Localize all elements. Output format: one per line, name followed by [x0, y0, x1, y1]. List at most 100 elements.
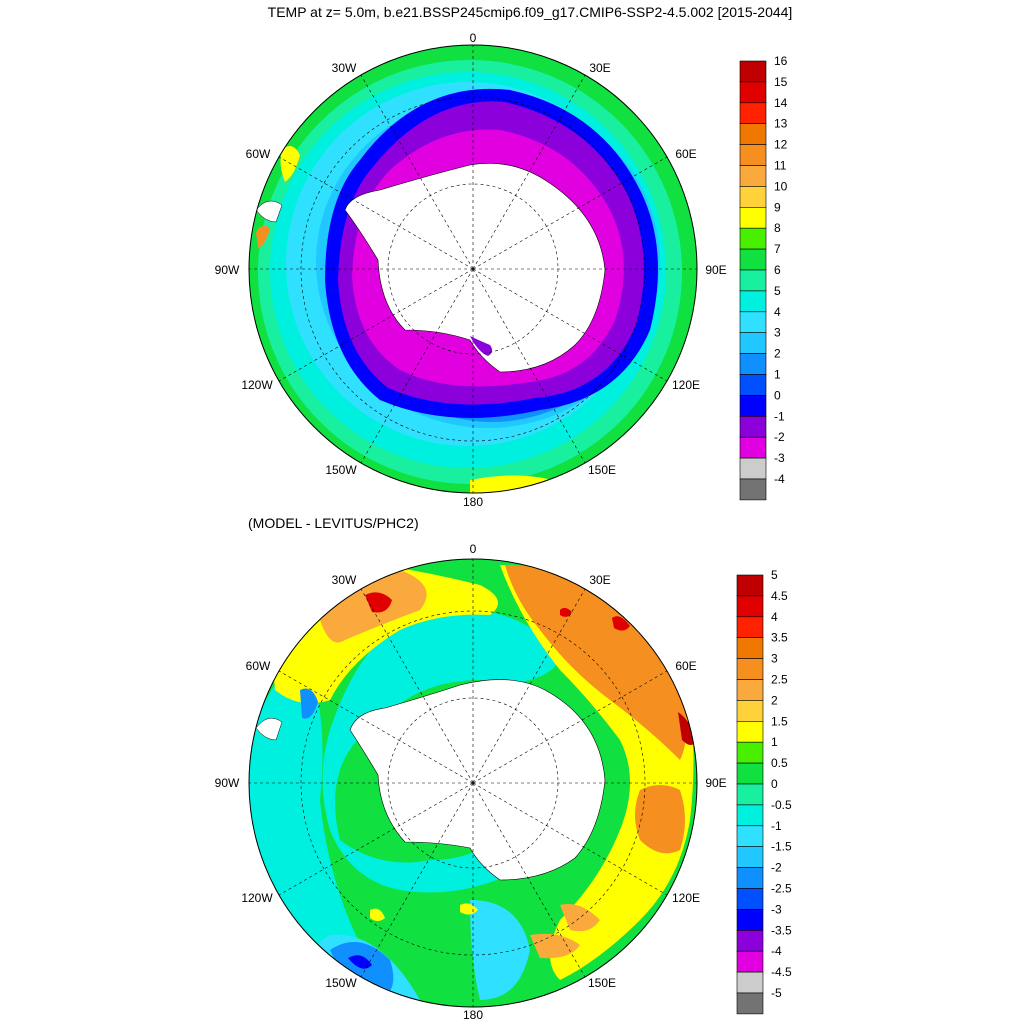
colorbar-tick-label: 4.5	[771, 589, 788, 603]
colorbar-tick-label: -5	[771, 986, 782, 1000]
colorbar-swatch	[736, 929, 764, 952]
colorbar-tick-label: 10	[774, 179, 788, 193]
colorbar-swatch	[739, 165, 767, 187]
bottom-lon-label: 60W	[246, 659, 271, 673]
colorbar-tick-label: 4	[774, 305, 781, 319]
bottom-polar-map: 0 30E 60E 90E 120E 150E 180 150W 120W 90…	[215, 542, 727, 1022]
colorbar-tick-label: -1.5	[771, 840, 792, 854]
top-lon-label: 120E	[672, 378, 700, 392]
colorbar-swatch	[736, 720, 764, 743]
bottom-lon-label: 150W	[325, 976, 357, 990]
colorbar-swatch	[739, 332, 767, 354]
colorbar-swatch	[739, 457, 767, 480]
colorbar-tick-label: -1	[771, 819, 782, 833]
colorbar-tick-label: 3	[771, 652, 778, 666]
colorbar-swatch	[739, 374, 767, 396]
colorbar-swatch	[736, 971, 764, 994]
top-lon-label: 30W	[332, 61, 357, 75]
top-lon-label: 60W	[246, 147, 271, 161]
colorbar-tick-label: 8	[774, 221, 781, 235]
colorbar-tick-label: 5	[774, 284, 781, 298]
top-lon-label: 60E	[675, 147, 696, 161]
difference-subtitle: (MODEL - LEVITUS/PHC2)	[248, 515, 419, 531]
bottom-lon-label: 180	[463, 1008, 483, 1022]
colorbar-tick-label: 12	[774, 138, 788, 152]
colorbar-swatch	[739, 311, 767, 333]
colorbar-tick-label: 2	[774, 347, 781, 361]
colorbar-tick-label: 2	[771, 693, 778, 707]
colorbar-tick-label: -2	[771, 861, 782, 875]
colorbar-tick-label: 1.5	[771, 714, 788, 728]
colorbar-swatch	[739, 144, 767, 166]
colorbar-tick-label: -1	[774, 409, 785, 423]
bottom-lon-label: 150E	[588, 976, 616, 990]
colorbar-swatch	[736, 616, 764, 638]
colorbar-swatch	[739, 269, 767, 292]
colorbar-tick-label: 0.5	[771, 756, 788, 770]
colorbar-tick-label: -4	[771, 944, 782, 958]
top-lon-label: 150E	[588, 463, 616, 477]
colorbar-swatch	[736, 783, 764, 806]
colorbar-tick-label: 15	[774, 75, 788, 89]
bottom-lon-label: 120W	[241, 891, 273, 905]
top-lon-label: 30E	[589, 61, 610, 75]
colorbar-tick-label: 2.5	[771, 673, 788, 687]
colorbar-tick-label: 16	[774, 54, 788, 68]
colorbar-tick-label: -3.5	[771, 923, 792, 937]
colorbar-swatch	[739, 81, 767, 104]
bottom-lon-label: 30E	[589, 573, 610, 587]
colorbar-tick-label: 9	[774, 200, 781, 214]
top-lon-label: 0	[470, 31, 477, 45]
colorbar-swatch	[736, 595, 764, 618]
colorbar-swatch	[739, 478, 767, 501]
bottom-lon-label: 30W	[332, 573, 357, 587]
colorbar-swatch	[736, 700, 764, 722]
colorbar-swatch	[739, 207, 767, 229]
colorbar-tick-label: 5	[771, 568, 778, 582]
top-polar-map: 0 30E 60E 90E 120E 150E 180 150W 120W 90…	[215, 31, 727, 509]
colorbar-swatch	[739, 436, 767, 459]
bottom-colorbar: 5 4.5 4 3.5 3 2.5 2 1.5 1 0.5 0 -0.5 -1 -1.5 -2 -2.5 -3 -…	[736, 568, 792, 1015]
colorbar-swatch	[736, 574, 764, 597]
colorbar-tick-label: 6	[774, 263, 781, 277]
colorbar-swatch	[739, 227, 767, 250]
colorbar-swatch	[736, 950, 764, 973]
colorbar-tick-label: -0.5	[771, 798, 792, 812]
colorbar-tick-label: 4	[771, 610, 778, 624]
colorbar-tick-label: -4	[774, 472, 785, 486]
colorbar-swatch	[736, 846, 764, 868]
colorbar-tick-label: 14	[774, 96, 788, 110]
bottom-lon-label: 0	[470, 542, 477, 556]
top-lon-label: 120W	[241, 378, 273, 392]
colorbar-tick-label: -2.5	[771, 882, 792, 896]
bottom-lon-label: 120E	[672, 891, 700, 905]
top-lon-label: 180	[463, 495, 483, 509]
main-title: TEMP at z= 5.0m, b.e21.BSSP245cmip6.f09_…	[268, 4, 793, 20]
colorbar-swatch	[739, 415, 767, 438]
colorbar-tick-label: 3	[774, 326, 781, 340]
colorbar-tick-label: 0	[774, 388, 781, 402]
colorbar-swatch	[736, 888, 764, 910]
colorbar-tick-label: 1	[774, 368, 781, 382]
colorbar-swatch	[739, 60, 767, 83]
colorbar-swatch	[739, 186, 767, 208]
colorbar-swatch	[739, 102, 767, 125]
colorbar-tick-label: -3	[771, 902, 782, 916]
top-lon-label: 150W	[325, 463, 357, 477]
colorbar-swatch	[736, 867, 764, 889]
colorbar-swatch	[739, 290, 767, 313]
colorbar-swatch	[736, 679, 764, 701]
bottom-lon-label: 90W	[215, 776, 240, 790]
colorbar-tick-label: 0	[771, 777, 778, 791]
top-lon-label: 90E	[705, 263, 726, 277]
colorbar-swatch	[736, 762, 764, 785]
colorbar-tick-label: 7	[774, 242, 781, 256]
colorbar-tick-label: -3	[774, 451, 785, 465]
colorbar-tick-label: -2	[774, 430, 785, 444]
colorbar-swatch	[739, 123, 767, 145]
colorbar-swatch	[739, 248, 767, 271]
colorbar-tick-label: -4.5	[771, 965, 792, 979]
top-lon-label: 90W	[215, 263, 240, 277]
